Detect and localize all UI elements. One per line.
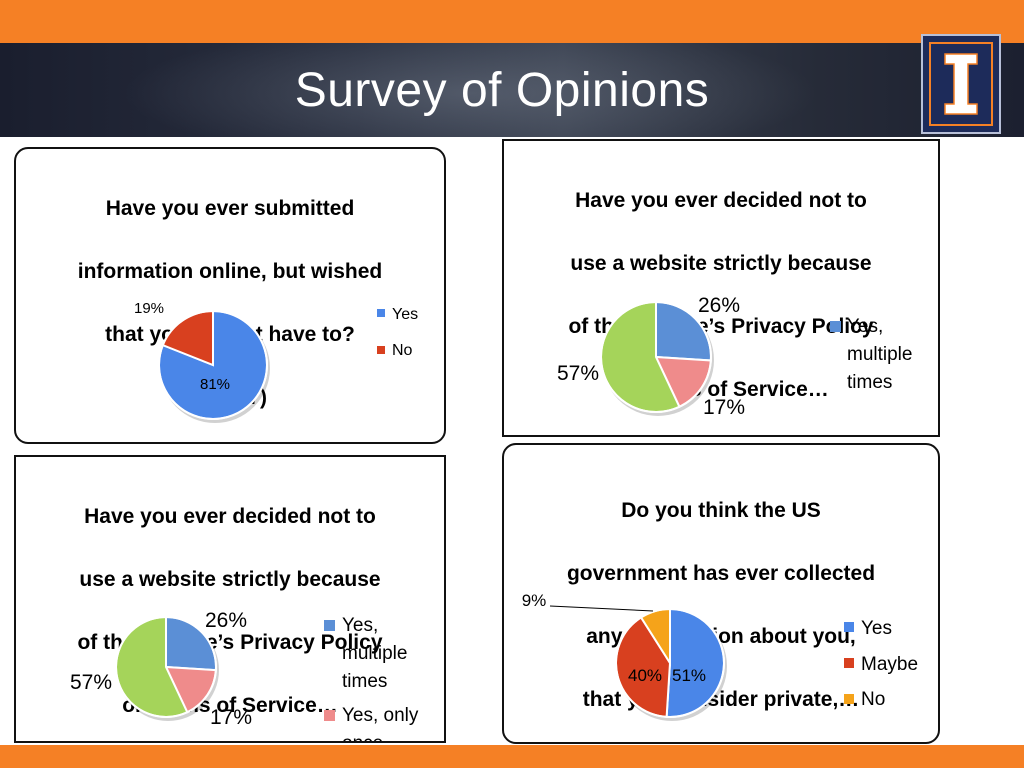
- legend-swatch-no: [844, 694, 854, 704]
- legend-swatch-yes: [377, 309, 385, 317]
- chart-2-legend-multiple: Yes, multiple times: [847, 316, 918, 393]
- chart-4-leader-line: [549, 605, 654, 612]
- chart-4-label-no: 9%: [522, 591, 547, 610]
- chart-1-legend-no: No: [392, 342, 413, 359]
- bottom-accent-bar: [0, 745, 1024, 768]
- chart-4-svg: 51% 40% 9% Yes Maybe No: [522, 591, 918, 721]
- chart-4-legend-maybe: Maybe: [861, 654, 918, 675]
- chart-1-label-no: 19%: [134, 300, 164, 317]
- legend-swatch-maybe: [844, 658, 854, 668]
- legend-swatch-yes: [844, 622, 854, 632]
- pie-slice-1: [665, 607, 725, 718]
- pie-outline: [158, 310, 268, 420]
- chart-3-svg: 26% 17% 57% Yes, multiple times Yes, onl…: [70, 609, 424, 741]
- chart-2-svg: 26% 17% 57% Yes, multiple times: [557, 294, 918, 419]
- chart-3-label-no: 57%: [70, 671, 112, 694]
- chart-3-pie: [115, 615, 219, 721]
- top-accent-bar: [0, 0, 1024, 43]
- chart-1-legend-yes: Yes: [392, 306, 418, 323]
- illinois-block-i-logo-icon: [921, 34, 1001, 134]
- legend-swatch-multiple: [830, 321, 841, 332]
- chart-1-pie: [158, 309, 270, 423]
- chart-4-pie: [615, 607, 727, 721]
- legend-swatch-once: [324, 710, 335, 721]
- chart-panel-1: Have you ever submitted information onli…: [14, 147, 446, 444]
- page-title: Survey of Opinions: [294, 64, 710, 117]
- chart-1-svg: 81% 19% Yes No: [134, 300, 418, 423]
- chart-panel-3: Have you ever decided not to use a websi…: [14, 455, 446, 743]
- legend-swatch-multiple: [324, 620, 335, 631]
- header-banner: Survey of Opinions: [0, 43, 1024, 137]
- chart-panel-2: Have you ever decided not to use a websi…: [502, 139, 940, 437]
- chart-3-label-once: 17%: [210, 706, 252, 729]
- chart-3-legend-multiple: Yes, multiple times: [342, 615, 413, 692]
- chart-2-label-no: 57%: [557, 362, 599, 385]
- pie-outline: [615, 608, 725, 718]
- chart-panel-4: Do you think the US government has ever …: [502, 443, 940, 744]
- chart-2-label-once: 17%: [703, 396, 745, 419]
- chart-4-label-maybe: 40%: [628, 666, 662, 685]
- pie-outline: [115, 616, 217, 718]
- pie-outline: [600, 301, 712, 413]
- chart-4-label-yes: 51%: [672, 666, 706, 685]
- chart-4-legend-yes: Yes: [861, 618, 892, 639]
- chart-3-label-multiple: 26%: [205, 609, 247, 632]
- legend-swatch-no: [377, 346, 385, 354]
- chart-2-label-multiple: 26%: [698, 294, 740, 317]
- chart-4-legend-no: No: [861, 689, 885, 710]
- chart-2-pie: [600, 300, 714, 416]
- chart-1-label-yes: 81%: [200, 376, 230, 393]
- chart-3-legend-once: Yes, only once: [342, 705, 424, 741]
